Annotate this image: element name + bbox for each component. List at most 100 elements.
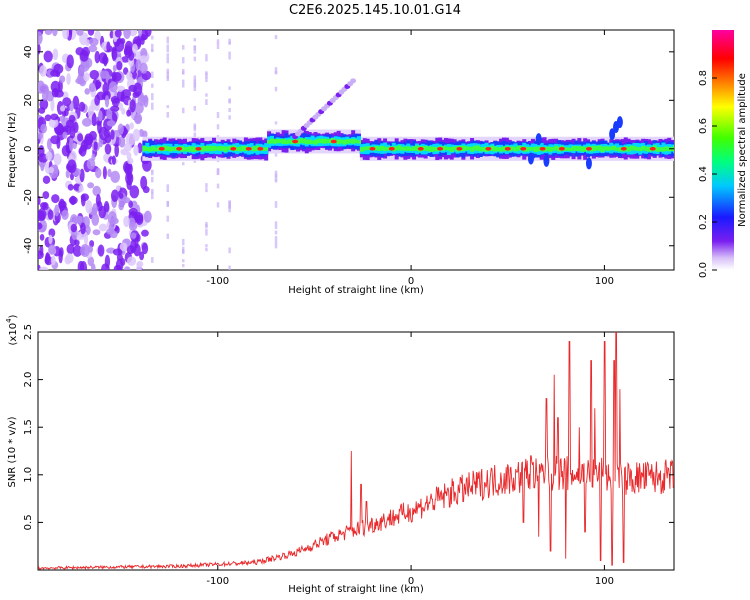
snr-multiplier-base: (x10	[8, 323, 19, 346]
noise-speckle	[114, 143, 120, 158]
colorbar-gradient	[712, 30, 734, 270]
ridge-band	[591, 145, 596, 152]
faint-streak	[274, 152, 278, 157]
noise-speckle	[58, 198, 66, 212]
ridge-hotspot	[558, 146, 565, 151]
noise-speckle	[38, 31, 43, 45]
noise-speckle	[70, 223, 78, 233]
faint-streak	[166, 56, 170, 64]
noise-speckle	[88, 82, 96, 93]
noise-speckle	[80, 194, 86, 207]
noise-speckle	[77, 133, 84, 142]
faint-streak	[166, 184, 170, 192]
noise-speckle	[143, 210, 152, 223]
faint-streak	[166, 112, 170, 118]
spectrogram-ytick-label: 20	[23, 94, 34, 107]
noise-speckle	[44, 30, 53, 36]
noise-speckle	[79, 50, 89, 62]
faint-streak	[205, 93, 208, 97]
noise-speckle	[54, 204, 60, 217]
spectrogram-ylabel: Frequency (Hz)	[7, 112, 18, 188]
noise-speckle	[53, 153, 62, 166]
ridge-band	[267, 140, 272, 144]
noise-speckle	[39, 266, 49, 270]
ridge-band	[362, 146, 367, 151]
noise-speckle	[87, 245, 94, 253]
ridge-band	[533, 146, 538, 153]
noise-speckle	[114, 38, 125, 52]
noise-speckle	[72, 245, 83, 257]
noise-speckle	[139, 62, 148, 74]
faint-streak	[193, 85, 197, 91]
faint-streak	[151, 102, 154, 110]
ridge-band	[281, 138, 286, 144]
noise-speckle	[124, 48, 130, 56]
faint-streak	[166, 68, 170, 75]
noise-speckle	[96, 91, 106, 101]
ridge-band	[206, 145, 211, 152]
faint-streak	[205, 188, 208, 193]
faint-streak	[228, 98, 231, 104]
ridge-band	[525, 147, 530, 152]
ridge-band	[548, 146, 553, 152]
snr-series	[38, 332, 674, 570]
colorbar-tick-label: 0.2	[698, 214, 709, 230]
faint-streak	[205, 229, 208, 236]
noise-speckle	[132, 128, 141, 142]
noise-speckle	[47, 209, 54, 220]
ridge-band	[153, 147, 158, 152]
faint-streak	[181, 45, 185, 50]
noise-speckle	[78, 101, 86, 112]
noise-speckle	[110, 129, 115, 140]
ridge-hotspot	[292, 139, 299, 144]
faint-streak	[193, 56, 197, 62]
ridge-hotspot	[456, 146, 463, 151]
ridge-band	[655, 147, 660, 152]
ridge-band	[223, 146, 228, 152]
noise-speckle	[137, 30, 143, 37]
ridge-band	[426, 146, 431, 152]
ridge-band	[403, 146, 408, 151]
ridge-band	[165, 146, 170, 152]
faint-streak	[216, 124, 220, 130]
faint-streak	[166, 215, 170, 222]
faint-streak	[205, 247, 208, 252]
ridge-band	[272, 138, 277, 144]
noise-speckle	[44, 114, 52, 122]
ridge-hotspot	[369, 146, 376, 151]
noise-speckle	[115, 258, 124, 270]
spectrogram-panel: -100 0 100 -40 -20 0 20 40 Height of straight l…	[7, 29, 675, 296]
noise-speckle	[118, 135, 126, 148]
faint-streak	[151, 43, 154, 52]
faint-streak	[228, 115, 231, 120]
noise-speckle	[118, 192, 124, 199]
noise-speckle	[128, 30, 138, 37]
ridge-band	[615, 147, 620, 151]
faint-streak	[228, 108, 231, 113]
snr-multiplier: (x104)	[5, 314, 19, 345]
faint-streak	[181, 68, 185, 75]
faint-streak	[151, 171, 154, 176]
ridge-band	[209, 145, 214, 152]
noise-speckle	[92, 185, 101, 197]
noise-speckle	[77, 66, 85, 80]
ridge-band	[594, 146, 599, 151]
noise-speckle	[102, 166, 107, 180]
noise-speckle	[93, 141, 98, 151]
noise-speckle	[80, 244, 90, 258]
ridge-band	[571, 146, 576, 151]
ridge-band	[298, 138, 303, 144]
ridge-band	[664, 146, 669, 152]
ridge-band	[499, 147, 504, 152]
ridge-band	[307, 139, 312, 144]
noise-speckle	[38, 219, 48, 233]
faint-streak	[193, 159, 197, 163]
noise-speckle	[62, 97, 72, 107]
snr-ytick-label: 1.5	[23, 419, 34, 435]
noise-speckle	[66, 243, 75, 255]
noise-speckle	[62, 30, 70, 40]
noise-speckle	[67, 159, 77, 174]
noise-speckle	[68, 114, 76, 123]
faint-streak	[151, 49, 154, 53]
